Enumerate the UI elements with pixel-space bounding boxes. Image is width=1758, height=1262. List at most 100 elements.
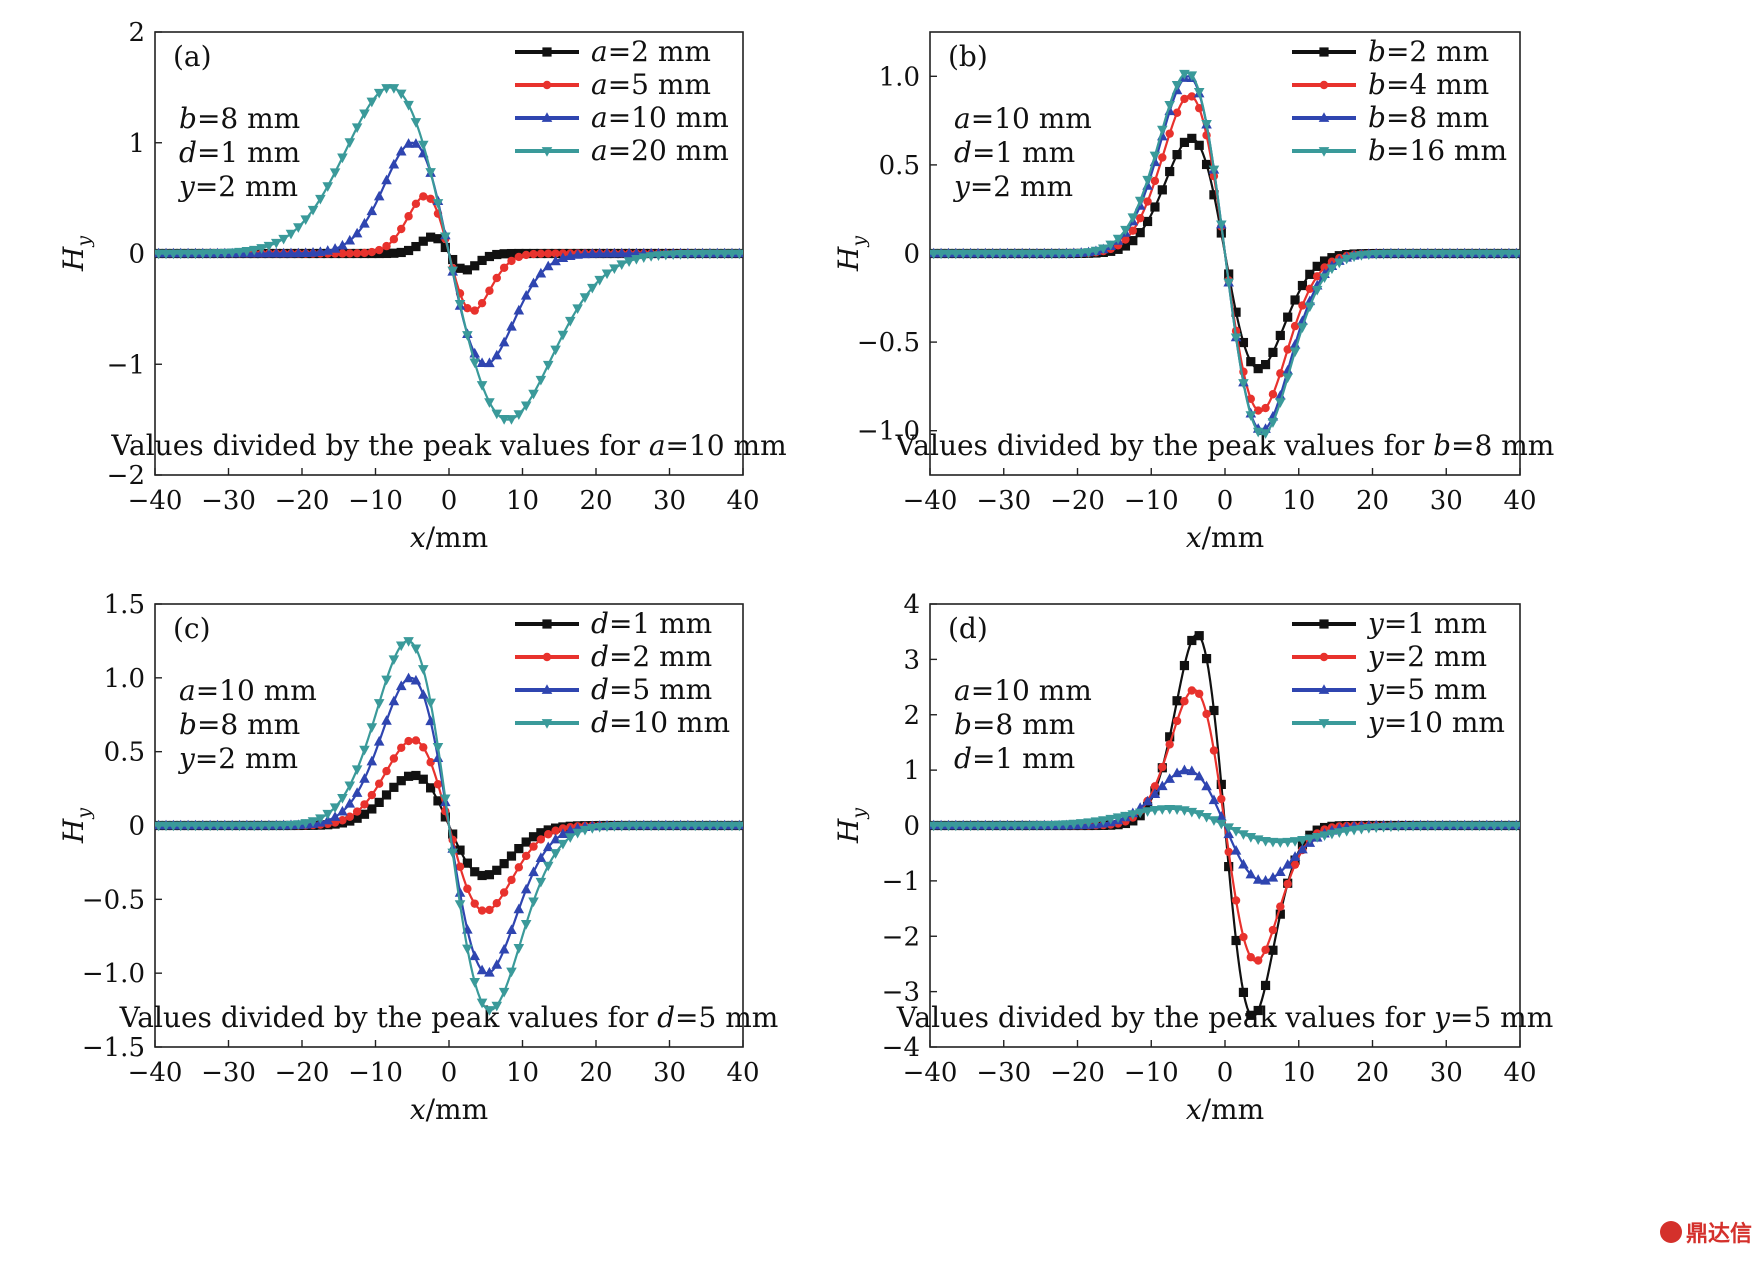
data-point: [1267, 837, 1279, 848]
data-point: [980, 821, 991, 832]
data-point: [1201, 654, 1212, 664]
data-point: [360, 800, 369, 809]
data-point: [675, 821, 686, 832]
data-point: [1326, 264, 1338, 275]
y-tick-label: −1: [107, 350, 145, 380]
data-point: [1452, 821, 1463, 832]
data-point: [1179, 764, 1190, 775]
data-point: [616, 821, 628, 832]
data-point: [469, 978, 481, 988]
data-point: [1245, 411, 1257, 421]
data-point: [418, 236, 428, 246]
legend-label: a=10 mm: [591, 101, 729, 134]
data-point: [513, 944, 525, 954]
data-point: [1415, 821, 1426, 832]
data-point: [1282, 364, 1293, 375]
data-point: [506, 415, 517, 425]
legend-marker: [1319, 652, 1329, 662]
y-tick-label: −0.5: [82, 885, 145, 915]
data-point: [1201, 812, 1212, 823]
data-point: [491, 959, 503, 969]
data-point: [1171, 805, 1183, 815]
x-tick-label: −10: [348, 1058, 403, 1088]
data-point: [1149, 151, 1161, 162]
parameter-annotation: d=1 mm: [954, 742, 1075, 775]
y-tick-label: 0.5: [104, 738, 145, 768]
data-point: [477, 298, 487, 308]
data-point: [426, 758, 435, 767]
data-point: [338, 249, 347, 258]
legend-marker: [542, 80, 552, 90]
series-b-16-mm: [930, 69, 1520, 439]
data-point: [395, 641, 407, 652]
data-point: [373, 699, 385, 709]
data-point: [1135, 213, 1145, 223]
data-point: [957, 249, 969, 260]
data-point: [572, 304, 583, 315]
data-point: [315, 246, 326, 257]
data-point: [352, 807, 362, 816]
parameter-annotation: y=2 mm: [177, 742, 298, 775]
legend-marker: [541, 684, 553, 694]
data-point: [1157, 805, 1168, 815]
data-point: [1157, 780, 1168, 791]
data-point: [1002, 249, 1013, 260]
data-point: [462, 265, 472, 275]
data-point: [477, 870, 487, 881]
data-point: [300, 247, 311, 258]
data-point: [682, 249, 694, 260]
data-point: [1393, 822, 1404, 832]
data-point: [1305, 269, 1315, 279]
data-point: [1231, 935, 1241, 946]
data-point: [1216, 819, 1227, 830]
data-point: [528, 866, 539, 877]
data-point: [389, 235, 399, 244]
data-point: [631, 821, 642, 832]
data-point: [1187, 133, 1197, 143]
y-axis-label: Hy: [57, 236, 95, 272]
data-point: [155, 249, 164, 260]
data-point: [987, 821, 998, 832]
data-point: [491, 1001, 503, 1012]
data-point: [579, 825, 591, 836]
data-point: [1511, 249, 1520, 260]
data-point: [1260, 874, 1271, 885]
data-point: [601, 822, 613, 832]
data-point: [476, 998, 488, 1009]
x-tick-label: −40: [128, 1058, 183, 1088]
legend-label: a=5 mm: [591, 68, 711, 101]
x-axis-label: x/mm: [410, 521, 488, 554]
data-point: [373, 735, 385, 746]
data-point: [1083, 818, 1094, 829]
legend-label: y=2 mm: [1366, 640, 1487, 673]
x-tick-label: −30: [201, 1058, 256, 1088]
data-point: [359, 109, 370, 120]
data-point: [1224, 847, 1233, 857]
data-point: [1016, 249, 1028, 260]
parameter-annotation: a=10 mm: [954, 102, 1092, 135]
series-a-20-mm: [155, 84, 743, 425]
data-point: [1422, 821, 1434, 832]
data-point: [1459, 249, 1470, 260]
data-point: [175, 821, 187, 832]
data-point: [1239, 932, 1248, 942]
data-point: [351, 123, 363, 133]
x-tick-label: 30: [1430, 1058, 1463, 1088]
data-point: [293, 247, 304, 258]
x-tick-label: 30: [653, 486, 686, 516]
data-point: [263, 241, 275, 252]
data-point: [1260, 429, 1271, 439]
data-point: [1320, 263, 1329, 272]
data-point: [535, 267, 547, 278]
data-point: [498, 987, 510, 998]
data-point: [514, 252, 524, 262]
data-point: [1260, 980, 1271, 991]
data-point: [1150, 202, 1160, 212]
data-point: [256, 821, 267, 832]
data-point: [1194, 689, 1204, 698]
data-point: [388, 158, 400, 169]
legend: y=1 mmy=2 mmy=5 mmy=10 mm: [1292, 607, 1505, 739]
data-point: [930, 821, 939, 832]
data-point: [278, 821, 289, 831]
data-point: [315, 194, 326, 205]
